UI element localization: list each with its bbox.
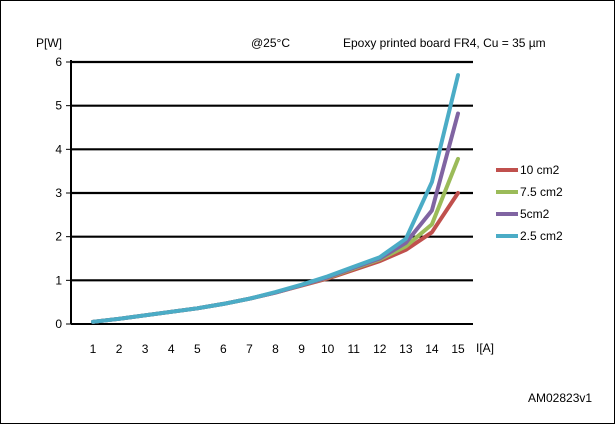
series-line-2.5-cm2 [91,73,460,324]
x-tick-label: 12 [373,342,387,356]
series-lines [91,73,460,324]
legend: 10 cm2 7.5 cm2 5cm2 2.5 cm2 [496,163,563,243]
x-axis-label: I[A] [476,341,494,355]
temperature-annotation: @25°C [251,36,290,50]
legend-label: 7.5 cm2 [520,185,563,199]
y-axis-label: P[W] [36,36,62,50]
x-tick-label: 10 [321,342,335,356]
y-tick-label: 3 [55,186,62,200]
x-tick-label: 8 [272,342,279,356]
y-tick-label: 6 [55,55,62,69]
y-tick-label: 1 [55,273,62,287]
x-tick-label: 13 [399,342,413,356]
board-annotation: Epoxy printed board FR4, Cu = 35 µm [343,36,546,50]
x-tick-label: 7 [246,342,253,356]
x-tick-label: 9 [298,342,305,356]
figure-id: AM02823v1 [528,391,592,405]
y-tick-label: 2 [55,230,62,244]
x-tick-label: 1 [90,342,97,356]
x-tick-label: 4 [168,342,175,356]
legend-label: 10 cm2 [520,163,560,177]
x-tick-label: 5 [194,342,201,356]
y-tick-label: 5 [55,99,62,113]
legend-label: 5cm2 [520,207,550,221]
x-tick-label: 15 [451,342,465,356]
x-tick-label: 11 [347,342,360,356]
legend-label: 2.5 cm2 [520,229,563,243]
y-tick-label: 0 [55,317,62,331]
y-tick-label: 4 [55,142,62,156]
series-line-10-cm2 [91,191,460,324]
x-tick-label: 14 [425,342,439,356]
x-tick-label: 6 [220,342,227,356]
x-tick-label: 3 [142,342,149,356]
x-tick-label: 2 [116,342,123,356]
